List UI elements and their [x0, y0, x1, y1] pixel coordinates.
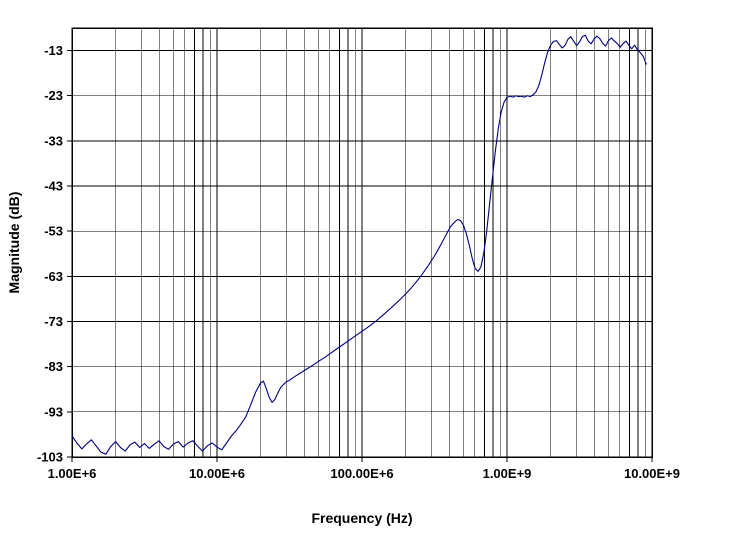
x-tick-label: 1.00E+6 [48, 466, 97, 481]
y-tick-label: -23 [44, 88, 63, 103]
y-axis-title: Magnitude (dB) [6, 192, 22, 294]
y-tick-label: -83 [44, 359, 63, 374]
y-tick-label: -93 [44, 404, 63, 419]
x-tick-label: 10.00E+9 [624, 466, 680, 481]
y-tick-label: -13 [44, 43, 63, 58]
y-tick-labels: -13 -23 -33 -43 -53 -63 -73 -83 -93 -103 [37, 43, 63, 464]
x-tick-label: 100.00E+6 [330, 466, 393, 481]
gridlines [72, 28, 652, 457]
y-tick-label: -63 [44, 269, 63, 284]
x-tick-labels: 1.00E+6 10.00E+6 100.00E+6 1.00E+9 10.00E+9 [48, 466, 680, 481]
y-tick-label: -53 [44, 224, 63, 239]
x-axis-title: Frequency (Hz) [311, 510, 412, 526]
y-tick-label: -43 [44, 179, 63, 194]
tick-marks [67, 50, 653, 462]
y-tick-label: -33 [44, 133, 63, 148]
magnitude-curve [71, 34, 647, 455]
y-tick-label: -103 [37, 450, 63, 465]
x-tick-label: 10.00E+6 [189, 466, 245, 481]
y-tick-label: -73 [44, 314, 63, 329]
x-tick-label: 1.00E+9 [483, 466, 532, 481]
